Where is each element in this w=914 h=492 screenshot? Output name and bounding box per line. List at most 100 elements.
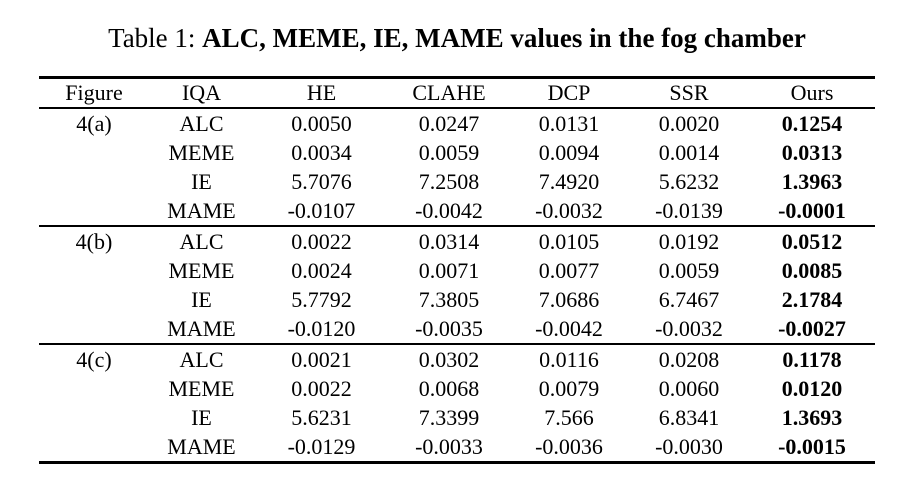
figure-cell-empty xyxy=(39,138,149,167)
ours-value-cell: 0.1178 xyxy=(749,343,875,374)
value-cell: 0.0022 xyxy=(291,376,352,401)
value-cell: 0.0071 xyxy=(418,258,480,283)
ours-value-cell: 0.0120 xyxy=(781,376,843,401)
value-cell: 0.0024 xyxy=(291,258,352,283)
iqa-cell: MAME xyxy=(167,198,236,223)
value-cell: 0.0079 xyxy=(538,376,600,401)
value-cell: 0.0302 xyxy=(389,343,509,374)
iqa-cell: MAME xyxy=(167,316,236,341)
value-cell: 7.566 xyxy=(544,405,594,430)
iqa-cell: ALC xyxy=(149,343,254,374)
table-row: MEME 0.0034 0.0059 0.0094 0.0014 0.0313 xyxy=(39,138,875,167)
value-cell: 7.0686 xyxy=(538,287,600,312)
value-cell: 0.0314 xyxy=(389,225,509,256)
table-row: MEME 0.0022 0.0068 0.0079 0.0060 0.0120 xyxy=(39,374,875,403)
caption-prefix: Table 1: xyxy=(108,23,196,53)
column-header-he: HE xyxy=(254,77,389,109)
value-cell: 5.6231 xyxy=(291,405,352,430)
table-row: MEME 0.0024 0.0071 0.0077 0.0059 0.0085 xyxy=(39,256,875,285)
value-cell: 0.0060 xyxy=(658,376,720,401)
table-row: MAME -0.0129 -0.0033 -0.0036 -0.0030 -0.… xyxy=(39,432,875,463)
value-cell: 5.7076 xyxy=(291,169,352,194)
figure-cell-empty xyxy=(39,196,149,226)
value-cell: 0.0014 xyxy=(658,140,720,165)
results-table: Figure IQA HE CLAHE DCP SSR Ours 4(a) AL… xyxy=(39,76,875,464)
ours-value-cell: 1.3963 xyxy=(781,169,843,194)
ours-value-cell: 2.1784 xyxy=(781,287,843,312)
value-cell: 0.0105 xyxy=(509,225,629,256)
value-cell: 0.0131 xyxy=(538,111,600,136)
value-cell: -0.0033 xyxy=(415,434,483,459)
value-cell: 7.4920 xyxy=(538,169,600,194)
figure-cell-empty xyxy=(39,432,149,463)
iqa-cell: IE xyxy=(191,169,212,194)
value-cell: 7.2508 xyxy=(418,169,480,194)
value-cell: -0.0032 xyxy=(655,316,723,341)
ours-value-cell: 1.3693 xyxy=(781,405,843,430)
value-cell: -0.0035 xyxy=(415,316,483,341)
iqa-cell: IE xyxy=(191,405,212,430)
iqa-cell: MEME xyxy=(168,376,235,401)
figure-cell: 4(c) xyxy=(39,343,149,374)
value-cell: 0.0059 xyxy=(658,258,720,283)
column-header-dcp: DCP xyxy=(509,77,629,109)
value-cell: 0.0068 xyxy=(418,376,480,401)
table-row: 4(a) ALC 0.0050 0.0247 0.0131 0.0020 0.1… xyxy=(39,108,875,138)
value-cell: 0.0077 xyxy=(538,258,600,283)
figure-cell: 4(b) xyxy=(39,225,149,256)
table-row: 4(b) ALC 0.0022 0.0314 0.0105 0.0192 0.0… xyxy=(39,225,875,256)
table-row: IE 5.7076 7.2508 7.4920 5.6232 1.3963 xyxy=(39,167,875,196)
value-cell: 0.0192 xyxy=(629,225,749,256)
value-cell: -0.0129 xyxy=(287,434,356,459)
table-row: 4(c) ALC 0.0021 0.0302 0.0116 0.0208 0.1… xyxy=(39,343,875,374)
table-row: MAME -0.0120 -0.0035 -0.0042 -0.0032 -0.… xyxy=(39,314,875,344)
value-cell: 0.0094 xyxy=(538,140,600,165)
table-caption: Table 1: ALC, MEME, IE, MAME values in t… xyxy=(0,0,914,54)
header-row: Figure IQA HE CLAHE DCP SSR Ours xyxy=(39,77,875,109)
value-cell: 6.7467 xyxy=(658,287,720,312)
table-row: IE 5.7792 7.3805 7.0686 6.7467 2.1784 xyxy=(39,285,875,314)
column-header-ours: Ours xyxy=(749,77,875,109)
column-header-ssr: SSR xyxy=(629,77,749,109)
column-header-clahe: CLAHE xyxy=(389,77,509,109)
figure-cell: 4(a) xyxy=(76,111,112,136)
value-cell: -0.0139 xyxy=(655,198,723,223)
ours-value-cell: 0.0313 xyxy=(781,140,843,165)
value-cell: 0.0247 xyxy=(418,111,480,136)
iqa-cell: MAME xyxy=(167,434,236,459)
value-cell: 0.0034 xyxy=(291,140,352,165)
table-row: MAME -0.0107 -0.0042 -0.0032 -0.0139 -0.… xyxy=(39,196,875,226)
iqa-cell: IE xyxy=(191,287,212,312)
caption-title: ALC, MEME, IE, MAME values in the fog ch… xyxy=(202,23,806,53)
ours-value-cell: 0.0512 xyxy=(749,225,875,256)
value-cell: -0.0107 xyxy=(287,198,356,223)
value-cell: -0.0042 xyxy=(535,316,603,341)
table-row: IE 5.6231 7.3399 7.566 6.8341 1.3693 xyxy=(39,403,875,432)
value-cell: 0.0059 xyxy=(418,140,480,165)
value-cell: 0.0116 xyxy=(509,343,629,374)
ours-value-cell: -0.0027 xyxy=(778,316,846,341)
value-cell: -0.0036 xyxy=(535,434,603,459)
ours-value-cell: -0.0015 xyxy=(778,434,846,459)
column-header-figure: Figure xyxy=(39,77,149,109)
value-cell: 0.0020 xyxy=(658,111,720,136)
figure-cell-empty xyxy=(39,403,149,432)
ours-value-cell: -0.0001 xyxy=(778,198,846,223)
value-cell: 0.0021 xyxy=(254,343,389,374)
column-header-iqa: IQA xyxy=(149,77,254,109)
iqa-cell: MEME xyxy=(168,258,235,283)
value-cell: -0.0030 xyxy=(655,434,723,459)
iqa-cell: MEME xyxy=(168,140,235,165)
iqa-cell: ALC xyxy=(149,225,254,256)
figure-cell-empty xyxy=(39,256,149,285)
value-cell: 5.7792 xyxy=(291,287,352,312)
ours-value-cell: 0.0085 xyxy=(781,258,843,283)
ours-value-cell: 0.1254 xyxy=(781,111,843,136)
iqa-cell: ALC xyxy=(179,111,224,136)
value-cell: 7.3805 xyxy=(418,287,480,312)
value-cell: 0.0208 xyxy=(629,343,749,374)
figure-cell-empty xyxy=(39,314,149,344)
figure-cell-empty xyxy=(39,285,149,314)
value-cell: 7.3399 xyxy=(418,405,480,430)
